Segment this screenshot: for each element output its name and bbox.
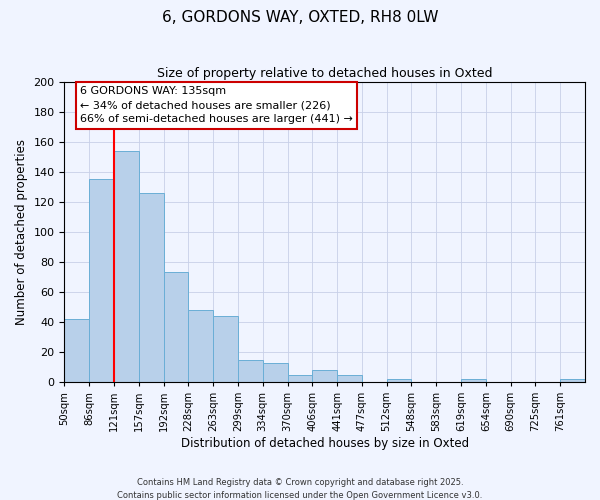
Bar: [64, 319, 89, 382]
Bar: [337, 374, 362, 382]
Bar: [114, 151, 139, 382]
Bar: [386, 379, 412, 382]
Text: Contains HM Land Registry data © Crown copyright and database right 2025.
Contai: Contains HM Land Registry data © Crown c…: [118, 478, 482, 500]
Bar: [188, 310, 213, 382]
Text: 6, GORDONS WAY, OXTED, RH8 0LW: 6, GORDONS WAY, OXTED, RH8 0LW: [162, 10, 438, 25]
Y-axis label: Number of detached properties: Number of detached properties: [15, 139, 28, 325]
Bar: [139, 193, 164, 382]
Bar: [238, 360, 263, 382]
Text: 6 GORDONS WAY: 135sqm
← 34% of detached houses are smaller (226)
66% of semi-det: 6 GORDONS WAY: 135sqm ← 34% of detached …: [80, 86, 353, 124]
Bar: [461, 379, 486, 382]
Bar: [263, 362, 287, 382]
Bar: [560, 379, 585, 382]
Bar: [89, 180, 114, 382]
Bar: [213, 316, 238, 382]
Bar: [313, 370, 337, 382]
Bar: [287, 374, 313, 382]
Title: Size of property relative to detached houses in Oxted: Size of property relative to detached ho…: [157, 68, 493, 80]
Bar: [164, 272, 188, 382]
X-axis label: Distribution of detached houses by size in Oxted: Distribution of detached houses by size …: [181, 437, 469, 450]
